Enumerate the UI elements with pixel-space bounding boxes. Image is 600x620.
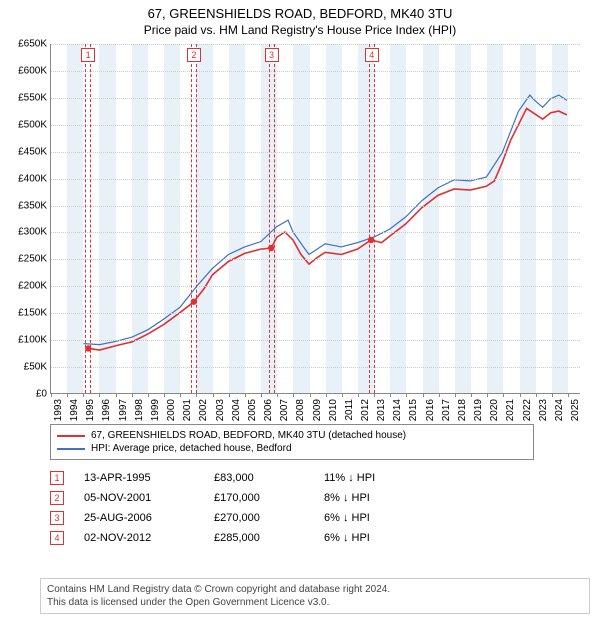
x-tick-label: 1997 bbox=[118, 399, 129, 421]
y-tick-label: £400K bbox=[18, 173, 51, 184]
legend-row: HPI: Average price, detached house, Bedf… bbox=[57, 442, 527, 455]
x-tick-label: 2000 bbox=[166, 399, 177, 421]
y-tick-label: £650K bbox=[18, 39, 51, 50]
sale-index: 1 bbox=[50, 471, 64, 485]
y-tick-label: £350K bbox=[18, 200, 51, 211]
x-tick-label: 2016 bbox=[425, 399, 436, 421]
sale-row: 2 05-NOV-2001£170,0008% ↓ HPI bbox=[50, 488, 424, 508]
x-tick-label: 1996 bbox=[101, 399, 112, 421]
x-tick-label: 2015 bbox=[408, 399, 419, 421]
legend-swatch bbox=[57, 448, 85, 450]
sale-date: 13-APR-1995 bbox=[84, 472, 214, 484]
sale-index: 4 bbox=[50, 531, 64, 545]
x-tick-label: 1999 bbox=[150, 399, 161, 421]
sale-row: 1 13-APR-1995£83,00011% ↓ HPI bbox=[50, 468, 424, 488]
sale-date: 05-NOV-2001 bbox=[84, 492, 214, 504]
x-tick-label: 2005 bbox=[247, 399, 258, 421]
sale-marker-box: 4 bbox=[365, 48, 379, 62]
sale-marker-box: 3 bbox=[265, 48, 279, 62]
sale-row: 3 25-AUG-2006£270,0006% ↓ HPI bbox=[50, 508, 424, 528]
x-tick-label: 2008 bbox=[295, 399, 306, 421]
sale-row: 4 02-NOV-2012£285,0006% ↓ HPI bbox=[50, 528, 424, 548]
x-tick-label: 1998 bbox=[134, 399, 145, 421]
sale-price: £285,000 bbox=[214, 532, 324, 544]
y-tick-label: £300K bbox=[18, 227, 51, 238]
sale-delta: 11% ↓ HPI bbox=[324, 472, 424, 484]
chart-legend: 67, GREENSHIELDS ROAD, BEDFORD, MK40 3TU… bbox=[50, 424, 534, 460]
sales-table: 1 13-APR-1995£83,00011% ↓ HPI 2 05-NOV-2001… bbox=[50, 468, 424, 548]
sale-marker-box: 2 bbox=[187, 48, 201, 62]
sale-date: 02-NOV-2012 bbox=[84, 532, 214, 544]
x-tick-label: 2004 bbox=[231, 399, 242, 421]
x-tick-label: 1995 bbox=[85, 399, 96, 421]
x-tick-label: 1994 bbox=[69, 399, 80, 421]
sale-marker-box: 1 bbox=[81, 48, 95, 62]
x-tick-label: 2011 bbox=[344, 399, 355, 421]
page-title: 67, GREENSHIELDS ROAD, BEDFORD, MK40 3TU bbox=[0, 0, 600, 21]
sale-price: £270,000 bbox=[214, 512, 324, 524]
price-chart: £0£50K£100K£150K£200K£250K£300K£350K£400… bbox=[50, 44, 580, 394]
legend-row: 67, GREENSHIELDS ROAD, BEDFORD, MK40 3TU… bbox=[57, 429, 527, 442]
hpi-line bbox=[83, 95, 566, 345]
x-tick-label: 2025 bbox=[570, 399, 581, 421]
y-tick-label: £600K bbox=[18, 65, 51, 76]
legend-label: HPI: Average price, detached house, Bedf… bbox=[91, 443, 292, 454]
legend-label: 67, GREENSHIELDS ROAD, BEDFORD, MK40 3TU… bbox=[91, 430, 406, 441]
y-tick-label: £150K bbox=[18, 308, 51, 319]
legend-swatch bbox=[57, 435, 85, 437]
x-tick-label: 2017 bbox=[441, 399, 452, 421]
sale-delta: 6% ↓ HPI bbox=[324, 532, 424, 544]
x-tick-label: 2006 bbox=[263, 399, 274, 421]
x-tick-label: 2001 bbox=[182, 399, 193, 421]
sale-price: £170,000 bbox=[214, 492, 324, 504]
x-tick-label: 2013 bbox=[376, 399, 387, 421]
x-tick-label: 2022 bbox=[522, 399, 533, 421]
y-tick-label: £50K bbox=[24, 362, 51, 373]
x-tick-label: 2023 bbox=[538, 399, 549, 421]
y-tick-label: £550K bbox=[18, 92, 51, 103]
x-tick-label: 2007 bbox=[279, 399, 290, 421]
sale-date: 25-AUG-2006 bbox=[84, 512, 214, 524]
sale-index: 2 bbox=[50, 491, 64, 505]
sale-index: 3 bbox=[50, 511, 64, 525]
x-tick-label: 2009 bbox=[312, 399, 323, 421]
footer-line: This data is licensed under the Open Gov… bbox=[47, 596, 583, 609]
x-tick-label: 2018 bbox=[457, 399, 468, 421]
footer-attribution: Contains HM Land Registry data © Crown c… bbox=[40, 578, 590, 614]
x-tick-label: 2021 bbox=[505, 399, 516, 421]
x-tick-label: 2024 bbox=[554, 399, 565, 421]
y-tick-label: £500K bbox=[18, 119, 51, 130]
sale-price: £83,000 bbox=[214, 472, 324, 484]
y-tick-label: £250K bbox=[18, 254, 51, 265]
plot-area: £0£50K£100K£150K£200K£250K£300K£350K£400… bbox=[50, 44, 580, 394]
x-tick-label: 2002 bbox=[198, 399, 209, 421]
y-tick-label: £200K bbox=[18, 281, 51, 292]
y-tick-label: £450K bbox=[18, 146, 51, 157]
x-tick-label: 1993 bbox=[53, 399, 64, 421]
sale-delta: 8% ↓ HPI bbox=[324, 492, 424, 504]
x-tick-label: 2020 bbox=[489, 399, 500, 421]
footer-line: Contains HM Land Registry data © Crown c… bbox=[47, 583, 583, 596]
x-tick-label: 2019 bbox=[473, 399, 484, 421]
y-tick-label: £0 bbox=[36, 389, 51, 400]
x-tick-label: 2014 bbox=[392, 399, 403, 421]
y-tick-label: £100K bbox=[18, 335, 51, 346]
sale-delta: 6% ↓ HPI bbox=[324, 512, 424, 524]
x-tick-label: 2010 bbox=[328, 399, 339, 421]
page-subtitle: Price paid vs. HM Land Registry's House … bbox=[0, 21, 600, 41]
x-tick-label: 2012 bbox=[360, 399, 371, 421]
x-tick-label: 2003 bbox=[215, 399, 226, 421]
